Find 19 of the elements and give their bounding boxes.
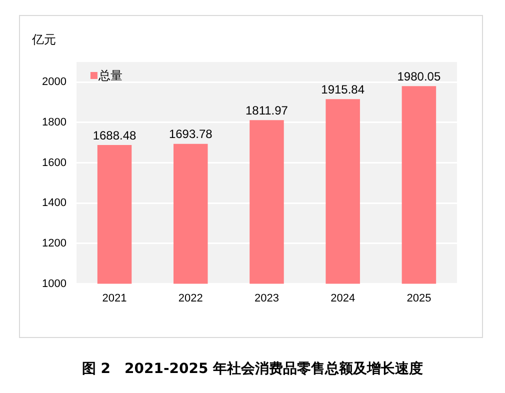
y-axis-title: 亿元 bbox=[31, 32, 56, 46]
y-tick-label: 1400 bbox=[42, 197, 66, 210]
text: 图 2 2021-2025 年社会消费品零售总额及增长速度 bbox=[80, 360, 424, 378]
y-tick-label: 1000 bbox=[42, 278, 66, 290]
legend-label: 总量 bbox=[97, 68, 122, 82]
y-tick-label: 1600 bbox=[42, 156, 66, 169]
data-label: 1688.48 bbox=[92, 128, 137, 142]
data-label: 1980.05 bbox=[397, 70, 441, 84]
x-tick-label: 2022 bbox=[178, 292, 203, 304]
x-tick-label: 2023 bbox=[254, 292, 279, 304]
x-tick-label: 2025 bbox=[406, 292, 432, 304]
y-tick-label: 1200 bbox=[42, 238, 66, 250]
data-label: 1811.97 bbox=[245, 103, 288, 118]
data-label: 1693.78 bbox=[168, 127, 213, 142]
x-tick-label: 2021 bbox=[102, 292, 127, 304]
y-tick-label: 1800 bbox=[42, 116, 66, 129]
data-label: 1915.84 bbox=[321, 82, 365, 96]
y-tick-label: 2000 bbox=[42, 76, 66, 88]
x-tick-label: 2024 bbox=[330, 292, 356, 304]
